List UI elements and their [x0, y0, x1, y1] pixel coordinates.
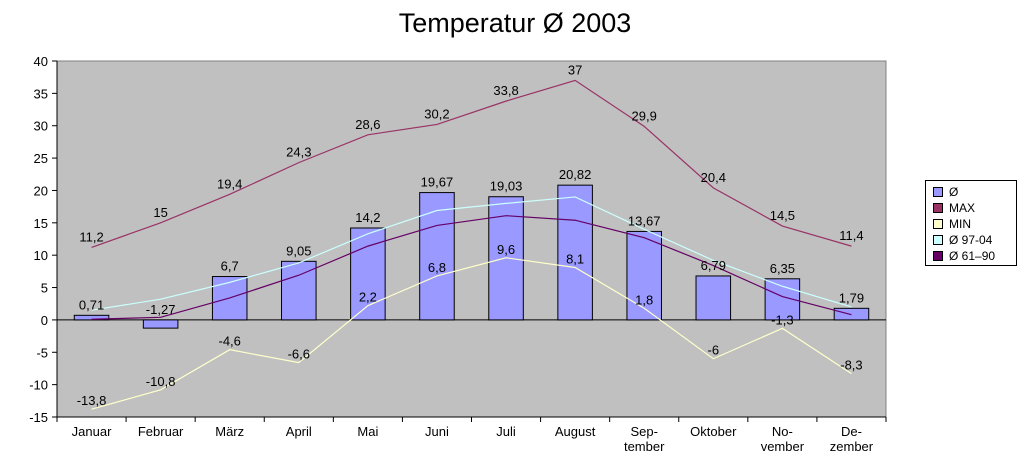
legend-swatch: [933, 251, 943, 261]
data-label: -13,8: [77, 393, 107, 408]
data-label: 6,7: [221, 259, 239, 274]
data-label: -1,3: [771, 312, 793, 327]
legend-label: MAX: [949, 201, 976, 215]
series-line: [91, 257, 852, 410]
data-label: 20,82: [559, 167, 592, 182]
bar: [419, 192, 455, 321]
y-tick-label: -5: [36, 345, 48, 360]
data-label: 0,71: [79, 297, 104, 312]
data-label: 13,67: [628, 213, 661, 228]
x-tick-label: Oktober: [690, 424, 737, 439]
legend-label: Ø 61–90: [949, 249, 996, 263]
x-tick-label: Mai: [357, 424, 378, 439]
data-label: 33,8: [493, 83, 518, 98]
bar: [695, 275, 732, 321]
legend-item: Ø 97-04: [930, 232, 1012, 248]
series-line: [91, 215, 852, 320]
x-tick-label: März: [215, 424, 244, 439]
x-tick-label: April: [286, 424, 312, 439]
y-tick-label: 40: [34, 54, 48, 69]
x-tick-label: tember: [624, 439, 665, 454]
data-label: 37: [568, 62, 582, 77]
data-label: 30,2: [424, 106, 449, 121]
x-tick-label: August: [555, 424, 596, 439]
data-label: 8,1: [566, 251, 584, 266]
series-line: [91, 79, 852, 248]
data-label: 11,2: [79, 229, 103, 244]
x-tick-label: Juni: [425, 424, 449, 439]
legend-item: MAX: [930, 200, 1012, 216]
data-label: 15: [153, 205, 167, 220]
y-tick-label: -15: [29, 410, 48, 425]
data-label: 1,79: [839, 290, 864, 305]
legend-swatch: [933, 187, 943, 197]
bar: [626, 230, 662, 321]
legend-swatch: [933, 203, 943, 213]
legend-item: MIN: [930, 216, 1012, 232]
plot-area: [56, 60, 887, 418]
data-label: -10,8: [146, 374, 176, 389]
y-tick-label: 10: [34, 248, 48, 263]
legend-swatch: [933, 235, 943, 245]
x-tick-label: De-: [841, 424, 862, 439]
legend-item: Ø: [930, 184, 1012, 200]
legend-label: Ø 97-04: [949, 233, 993, 247]
y-tick-label: -10: [29, 378, 48, 393]
data-label: 29,9: [632, 108, 657, 123]
legend-item: Ø 61–90: [930, 248, 1012, 264]
data-label: -4,6: [219, 334, 241, 349]
y-tick-label: 20: [34, 183, 48, 198]
data-label: 9,6: [497, 242, 515, 257]
bar: [281, 260, 317, 321]
x-tick-label: Sep-: [630, 424, 657, 439]
legend-label: Ø: [949, 185, 959, 199]
x-tick-label: Juli: [496, 424, 516, 439]
series-line: [91, 196, 852, 311]
x-tick-label: No-: [772, 424, 793, 439]
data-label: 6,79: [701, 258, 726, 273]
data-label: -1,27: [146, 302, 176, 317]
bar: [211, 276, 248, 321]
chart-title: Temperatur Ø 2003: [398, 8, 632, 38]
y-tick-label: 15: [34, 216, 48, 231]
x-tick-label: Januar: [72, 424, 112, 439]
bar: [557, 184, 593, 321]
bar: [350, 227, 386, 321]
data-label: 9,05: [286, 243, 311, 258]
data-label: 28,6: [355, 117, 380, 132]
data-label: 6,35: [770, 261, 795, 276]
y-tick-label: 5: [41, 281, 48, 296]
data-label: -6: [708, 343, 720, 358]
data-label: 19,67: [421, 175, 454, 190]
legend-swatch: [933, 219, 943, 229]
bar: [73, 314, 110, 321]
data-label: -6,6: [288, 347, 310, 362]
data-label: -8,3: [840, 358, 862, 373]
legend-label: MIN: [949, 217, 971, 231]
bar: [142, 319, 179, 329]
data-label: 1,8: [635, 292, 653, 307]
data-label: 11,4: [839, 228, 863, 243]
data-label: 14,5: [770, 208, 795, 223]
data-label: 6,8: [428, 260, 446, 275]
x-tick-label: Februar: [138, 424, 184, 439]
y-tick-label: 25: [34, 151, 48, 166]
y-tick-label: 0: [41, 313, 48, 328]
data-label: 20,4: [701, 170, 726, 185]
data-label: 2,2: [359, 290, 377, 305]
y-tick-label: 30: [34, 119, 48, 134]
data-label: 19,4: [217, 176, 242, 191]
data-label: 19,03: [490, 179, 523, 194]
chart-legend: Ø MAX MIN Ø 97-04 Ø 61–90: [925, 180, 1017, 266]
data-label: 24,3: [286, 145, 311, 160]
x-tick-label: vember: [761, 439, 805, 454]
x-tick-label: zember: [830, 439, 874, 454]
y-tick-label: 35: [34, 86, 48, 101]
data-label: 14,2: [355, 210, 380, 225]
